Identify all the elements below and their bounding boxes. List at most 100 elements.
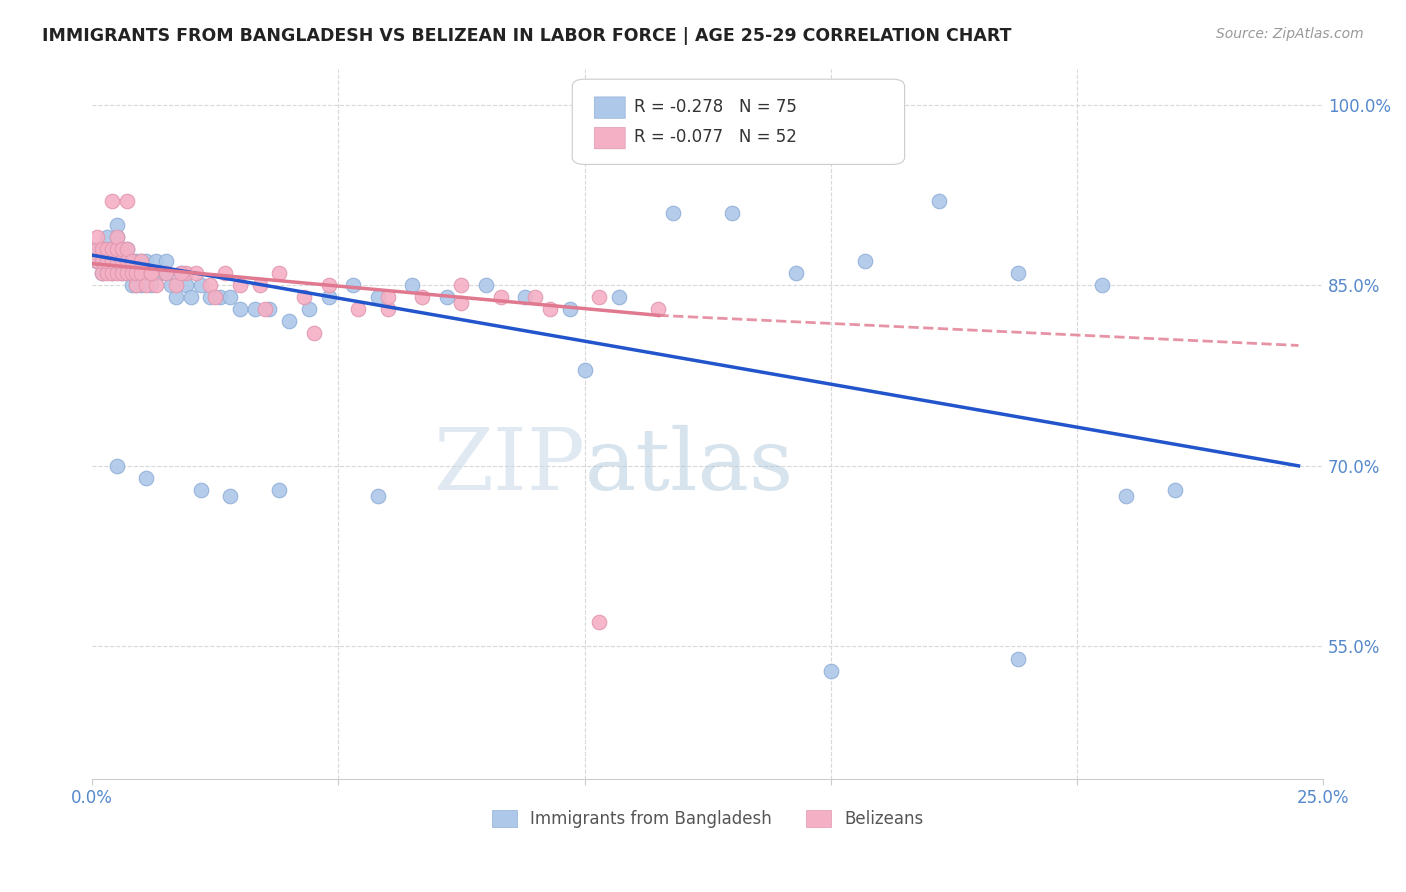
Point	[96, 254, 118, 268]
Point	[115, 242, 138, 256]
Point	[121, 278, 143, 293]
Point	[105, 266, 128, 280]
Point	[141, 266, 163, 280]
Point	[111, 254, 134, 268]
Point	[105, 230, 128, 244]
Point	[302, 326, 325, 341]
Point	[145, 254, 167, 268]
Point	[229, 302, 252, 317]
FancyBboxPatch shape	[572, 79, 904, 164]
Text: Source: ZipAtlas.com: Source: ZipAtlas.com	[1216, 27, 1364, 41]
Point	[785, 266, 807, 280]
Point	[342, 278, 364, 293]
Point	[91, 266, 114, 280]
Point	[259, 302, 281, 317]
Point	[121, 266, 143, 280]
Point	[155, 266, 177, 280]
Point	[115, 266, 138, 280]
Point	[538, 302, 561, 317]
Point	[96, 254, 118, 268]
Point	[91, 254, 114, 268]
Point	[401, 278, 423, 293]
Point	[165, 290, 187, 304]
Point	[91, 254, 114, 268]
Point	[105, 254, 128, 268]
Text: R = -0.077   N = 52: R = -0.077 N = 52	[634, 128, 797, 146]
Point	[209, 290, 232, 304]
Text: R = -0.278   N = 75: R = -0.278 N = 75	[634, 98, 797, 116]
Point	[121, 254, 143, 268]
Point	[105, 230, 128, 244]
Text: IMMIGRANTS FROM BANGLADESH VS BELIZEAN IN LABOR FORCE | AGE 25-29 CORRELATION CH: IMMIGRANTS FROM BANGLADESH VS BELIZEAN I…	[42, 27, 1012, 45]
FancyBboxPatch shape	[595, 128, 626, 149]
Point	[200, 290, 222, 304]
Point	[318, 278, 340, 293]
Point	[200, 278, 222, 293]
Point	[135, 266, 157, 280]
Point	[588, 615, 610, 630]
Point	[292, 290, 315, 304]
Point	[450, 278, 472, 293]
Point	[853, 254, 876, 268]
Point	[253, 302, 276, 317]
Point	[111, 254, 134, 268]
Point	[135, 471, 157, 485]
Point	[928, 194, 950, 208]
Point	[174, 278, 197, 293]
Point	[91, 242, 114, 256]
Point	[184, 266, 207, 280]
Point	[243, 302, 266, 317]
Point	[647, 302, 669, 317]
Point	[86, 254, 108, 268]
Point	[347, 302, 370, 317]
Point	[135, 278, 157, 293]
Point	[96, 254, 118, 268]
Point	[125, 278, 148, 293]
Point	[489, 290, 512, 304]
Point	[367, 489, 389, 503]
Point	[1164, 483, 1187, 497]
Point	[141, 266, 163, 280]
Text: ZIP: ZIP	[433, 425, 585, 508]
Point	[131, 266, 153, 280]
Point	[1007, 651, 1029, 665]
Point	[367, 290, 389, 304]
Point	[101, 254, 124, 268]
Point	[219, 489, 242, 503]
Point	[155, 266, 177, 280]
Point	[174, 266, 197, 280]
Point	[111, 254, 134, 268]
Point	[101, 254, 124, 268]
Point	[91, 266, 114, 280]
Point	[377, 302, 399, 317]
Point	[131, 278, 153, 293]
Point	[91, 242, 114, 256]
Point	[475, 278, 498, 293]
Point	[607, 290, 630, 304]
Point	[105, 254, 128, 268]
Point	[101, 242, 124, 256]
Point	[145, 266, 167, 280]
Point	[86, 230, 108, 244]
Point	[131, 266, 153, 280]
Point	[86, 254, 108, 268]
Point	[269, 483, 291, 497]
Point	[101, 242, 124, 256]
Point	[105, 458, 128, 473]
Point	[105, 254, 128, 268]
Point	[662, 206, 685, 220]
Point	[180, 290, 202, 304]
Point	[377, 290, 399, 304]
Point	[165, 278, 187, 293]
Point	[101, 194, 124, 208]
Point	[96, 266, 118, 280]
Text: atlas: atlas	[585, 425, 794, 508]
Point	[190, 278, 212, 293]
Point	[111, 242, 134, 256]
Point	[411, 290, 433, 304]
Point	[121, 266, 143, 280]
Point	[204, 290, 226, 304]
Point	[105, 242, 128, 256]
Point	[115, 194, 138, 208]
Point	[101, 266, 124, 280]
